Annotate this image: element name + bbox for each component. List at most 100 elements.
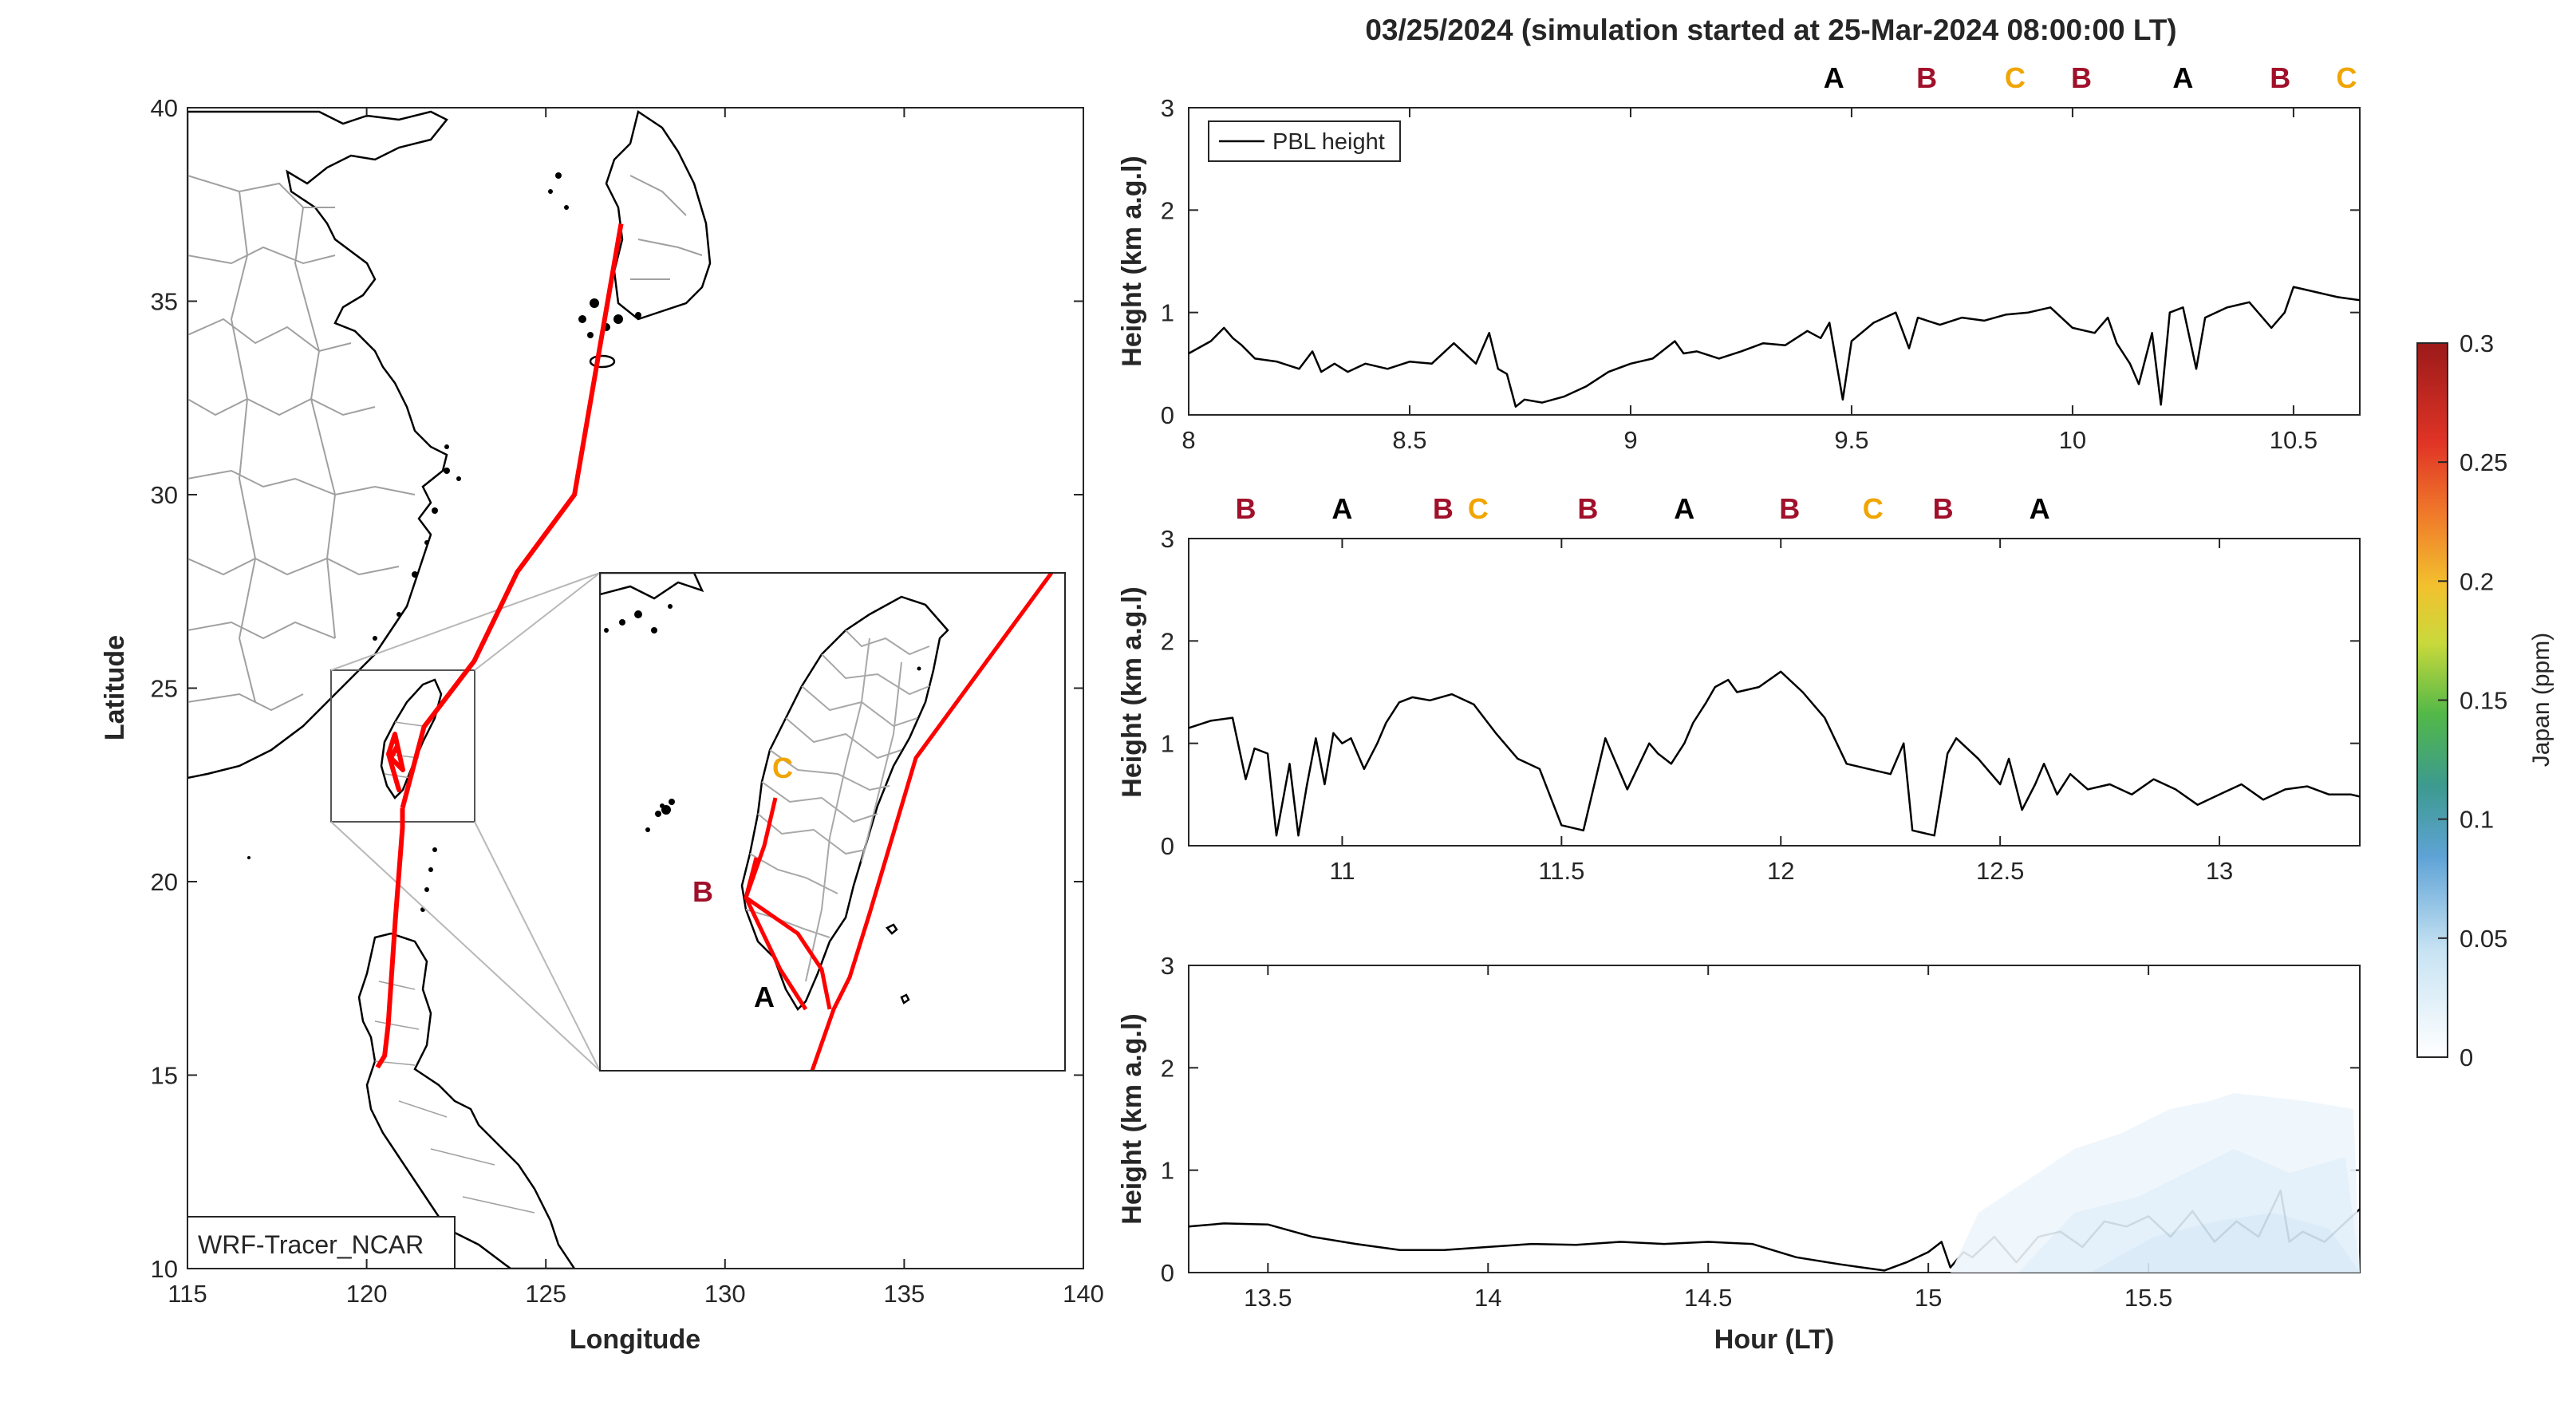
inset-mainland-coast bbox=[600, 573, 704, 600]
ytick-label: 2 bbox=[1161, 627, 1174, 655]
xtick-label: 10.5 bbox=[2270, 426, 2318, 454]
legend-pbl: PBL height bbox=[1272, 129, 1385, 155]
map-ytick-label: 15 bbox=[151, 1062, 178, 1090]
inset-label-a: A bbox=[754, 981, 775, 1013]
ytick-label: 1 bbox=[1161, 299, 1174, 327]
small-islands bbox=[247, 847, 437, 912]
xtick-label: 15.5 bbox=[2124, 1284, 2172, 1312]
xtick-label: 15 bbox=[1915, 1284, 1942, 1312]
colorbar-tick-label: 0.3 bbox=[2460, 330, 2494, 357]
ytick-label: 3 bbox=[1161, 525, 1174, 553]
xtick-label: 13.5 bbox=[1244, 1284, 1292, 1312]
profile-marker-a: A bbox=[2030, 492, 2050, 525]
map-ytick-label: 20 bbox=[151, 868, 178, 896]
colorbar-tick-label: 0 bbox=[2460, 1044, 2473, 1072]
trajectory-track bbox=[375, 223, 624, 1069]
panel-xlabel: Hour (LT) bbox=[1714, 1324, 1834, 1355]
panel-frame bbox=[1188, 965, 2361, 1273]
mainland-coast bbox=[187, 110, 448, 780]
map-xtick-label: 140 bbox=[1063, 1280, 1104, 1308]
ytick-label: 0 bbox=[1161, 832, 1174, 860]
inset-county-borders bbox=[745, 630, 930, 982]
profile-marker-c: C bbox=[1863, 492, 1884, 525]
map-ylabel: Latitude bbox=[100, 635, 130, 740]
panel-ylabel: Height (km a.g.l) bbox=[1117, 1013, 1147, 1224]
ytick-label: 0 bbox=[1161, 1259, 1174, 1287]
map-xlabel: Longitude bbox=[570, 1324, 700, 1355]
xtick-label: 8 bbox=[1181, 426, 1195, 454]
profile-marker-a: A bbox=[1331, 492, 1352, 525]
xtick-label: 8.5 bbox=[1392, 426, 1426, 454]
greenisland bbox=[900, 993, 910, 1004]
ytick-label: 2 bbox=[1161, 1054, 1174, 1082]
xtick-label: 13 bbox=[2206, 857, 2233, 885]
map-ytick-label: 35 bbox=[151, 288, 178, 316]
inset-trajectory-loop bbox=[744, 797, 832, 1011]
pbl-height-line bbox=[1188, 670, 2361, 837]
panel-ylabel: Height (km a.g.l) bbox=[1117, 586, 1147, 797]
panel-frame bbox=[1188, 538, 2361, 847]
legend: PBL height bbox=[1208, 120, 1401, 162]
xtick-label: 11 bbox=[1329, 857, 1355, 885]
profile-marker-b: B bbox=[2071, 61, 2092, 94]
model-label-box: WRF-Tracer_NCAR bbox=[187, 1216, 456, 1269]
colorbar-tick-label: 0.1 bbox=[2460, 806, 2494, 834]
pbl-panel-1: 8 8.5 9 9.5 10 10.5 0 1 2 3 Height (km a.g.l) A B C B A… bbox=[1117, 61, 2361, 454]
map-ytick-label: 25 bbox=[151, 675, 178, 703]
lanyu-island bbox=[886, 923, 898, 935]
map-xtick-label: 120 bbox=[346, 1280, 388, 1308]
province-borders bbox=[187, 175, 416, 712]
profile-marker-b: B bbox=[1433, 492, 1454, 525]
map-xtick-label: 115 bbox=[168, 1280, 207, 1308]
trajectory-south bbox=[375, 807, 405, 1069]
inset-map: C B A bbox=[599, 572, 1066, 1072]
map-panel bbox=[187, 109, 712, 1269]
zoom-connectors bbox=[330, 572, 601, 1072]
tracer-shading bbox=[1951, 1093, 2360, 1273]
xtick-label: 9 bbox=[1623, 426, 1637, 454]
profile-marker-c: C bbox=[2005, 61, 2026, 94]
map-xtick-label: 135 bbox=[884, 1280, 925, 1308]
trajectory-north bbox=[400, 223, 624, 809]
profile-marker-a: A bbox=[1824, 61, 1844, 94]
panel-frame bbox=[1188, 107, 2361, 416]
map-ytick-label: 10 bbox=[151, 1255, 178, 1283]
inset-trajectory bbox=[810, 573, 1054, 1071]
coastal-islands bbox=[373, 444, 461, 641]
xtick-label: 12.5 bbox=[1976, 857, 2024, 885]
inset-label-b: B bbox=[692, 875, 713, 908]
ytick-label: 1 bbox=[1161, 730, 1174, 758]
map-xtick-label: 125 bbox=[525, 1280, 566, 1308]
luzon-coast bbox=[357, 932, 576, 1269]
ytick-label: 0 bbox=[1161, 401, 1174, 429]
ytick-label: 3 bbox=[1161, 952, 1174, 980]
xtick-label: 9.5 bbox=[1834, 426, 1868, 454]
profile-marker-b: B bbox=[1235, 492, 1256, 525]
profile-marker-c: C bbox=[1468, 492, 1489, 525]
colorbar-tick-label: 0.25 bbox=[2460, 448, 2507, 476]
map-xtick-label: 130 bbox=[704, 1280, 746, 1308]
xtick-label: 11.5 bbox=[1538, 857, 1584, 885]
figure-title: 03/25/2024 (simulation started at 25-Mar… bbox=[1365, 14, 2176, 46]
korea-islands bbox=[548, 172, 641, 338]
colorbar: 0 0.05 0.1 0.15 0.2 0.25 0.3 Japan (ppm) bbox=[2416, 330, 2554, 1072]
profile-marker-b: B bbox=[1577, 492, 1598, 525]
colorbar-tick-label: 0.15 bbox=[2460, 687, 2507, 715]
inset-label-c: C bbox=[772, 752, 793, 784]
colorbar-tick-label: 0.05 bbox=[2460, 925, 2507, 953]
colorbar-label: Japan (ppm) bbox=[2528, 633, 2554, 767]
colorbar-tick-label: 0.2 bbox=[2460, 567, 2494, 595]
xtick-label: 10 bbox=[2059, 426, 2086, 454]
map-ytick-label: 30 bbox=[151, 481, 178, 509]
panel-ylabel: Height (km a.g.l) bbox=[1117, 156, 1147, 366]
profile-marker-c: C bbox=[2336, 61, 2357, 94]
trajectory-loop bbox=[386, 732, 405, 792]
xtick-label: 14 bbox=[1474, 1284, 1501, 1312]
ytick-label: 1 bbox=[1161, 1157, 1174, 1185]
map-ytick-label: 40 bbox=[151, 94, 178, 122]
pbl-height-line bbox=[1188, 286, 2361, 408]
ytick-label: 3 bbox=[1161, 94, 1174, 122]
korea-coast bbox=[605, 109, 712, 321]
